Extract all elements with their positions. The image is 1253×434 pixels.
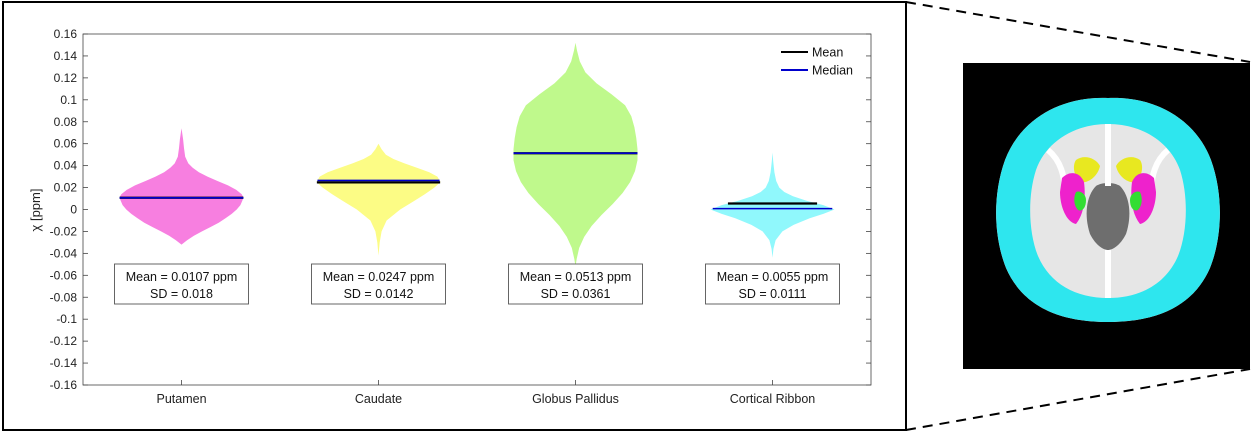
stats-box-cortical-ribbon (705, 263, 840, 305)
violin-globus-pallidus (513, 42, 638, 267)
y-axis-label: χ [ppm] (28, 189, 43, 232)
legend-mean-label: Mean (812, 46, 843, 60)
violin-putamen (119, 128, 244, 245)
y-tick-label: -0.08 (50, 290, 78, 304)
zoom-line-top (905, 1, 1251, 63)
stats-sd-text: SD = 0.0142 (344, 287, 414, 301)
caudate-right-region (1116, 157, 1143, 183)
y-tick-label: 0.08 (54, 115, 78, 129)
stats-boxes: Mean = 0.0107 ppm SD = 0.018 Mean = 0.0247… (114, 263, 840, 305)
ventricles (1086, 183, 1130, 250)
violins (119, 42, 835, 267)
y-tick-label: -0.04 (50, 246, 78, 260)
y-tick-label: 0 (70, 203, 77, 217)
x-tick-label: Putamen (156, 392, 206, 406)
stats-mean-text: Mean = 0.0055 ppm (717, 270, 829, 284)
violin-caudate (316, 143, 441, 256)
y-tick-label: 0.06 (54, 137, 78, 151)
stats-mean-text: Mean = 0.0247 ppm (323, 270, 435, 284)
y-tick-label: 0.1 (60, 93, 77, 107)
putamen-left-region (1060, 173, 1085, 224)
y-tick-label: -0.06 (50, 268, 78, 282)
stats-sd-text: SD = 0.018 (150, 287, 213, 301)
x-axis: Putamen Caudate Globus Pallidus Cortical Ri… (156, 380, 815, 406)
y-tick-label: 0.16 (54, 27, 78, 41)
globus-pallidus-left-region (1074, 191, 1086, 211)
stats-box-putamen (114, 263, 249, 305)
x-tick-label: Globus Pallidus (532, 392, 619, 406)
stats-box-globus-pallidus (508, 263, 643, 305)
x-tick-label: Cortical Ribbon (730, 392, 816, 406)
y-tick-label: 0.14 (54, 49, 78, 63)
y-tick-label: 0.04 (54, 159, 78, 173)
zoom-line-bottom (905, 368, 1251, 431)
y-tick-label: -0.02 (50, 224, 78, 238)
legend-median-label: Median (812, 64, 853, 78)
globus-pallidus-right-region (1130, 191, 1142, 211)
x-tick-label: Caudate (355, 392, 402, 406)
stats-mean-text: Mean = 0.0513 ppm (520, 270, 632, 284)
stats-sd-text: SD = 0.0361 (541, 287, 611, 301)
brain-image (963, 63, 1250, 369)
y-tick-label: 0.12 (54, 71, 78, 85)
y-tick-label: -0.16 (50, 378, 78, 392)
stats-sd-text: SD = 0.0111 (739, 287, 807, 301)
y-tick-label: -0.1 (56, 312, 77, 326)
y-tick-label: -0.12 (50, 334, 78, 348)
legend: Mean Median (781, 46, 853, 78)
y-tick-label: -0.14 (50, 356, 78, 370)
y-tick-label: 0.02 (54, 181, 78, 195)
stats-mean-text: Mean = 0.0107 ppm (126, 270, 238, 284)
caudate-left-region (1073, 157, 1100, 183)
violin-cortical-ribbon (710, 152, 835, 258)
stats-box-caudate (311, 263, 446, 305)
white-matter-tracts (1045, 124, 1171, 298)
putamen-right-region (1131, 173, 1156, 224)
y-axis: 0.16 0.14 0.12 0.1 0.08 0.06 0.04 0.02 0 -0.02 -0.… (50, 27, 871, 392)
